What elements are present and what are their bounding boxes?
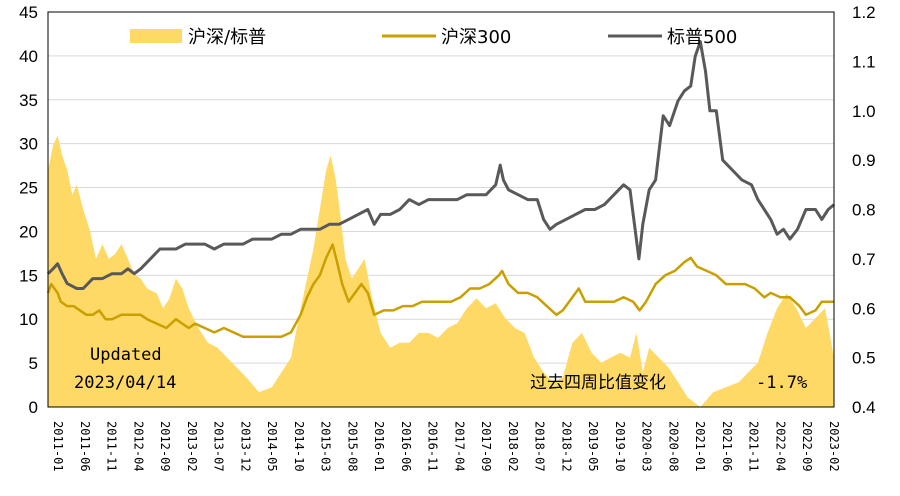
x-tick-label: 2016-06 [399, 421, 413, 472]
x-tick-label: 2019-10 [613, 421, 627, 472]
updated-date: 2023/04/14 [74, 373, 176, 393]
plot-frame [47, 11, 835, 408]
x-tick-label: 2011-11 [105, 421, 119, 472]
x-tick-label: 2013-12 [238, 421, 252, 472]
right-tick-label: 0.5 [852, 349, 876, 368]
x-axis-ticks: 2011-01 2011-06 2011-11 2012-04 2012-09 2013-… [51, 421, 841, 472]
right-tick-label: 1.0 [852, 102, 876, 121]
x-tick-label: 2021-01 [693, 421, 707, 472]
x-tick-label: 2012-04 [131, 421, 145, 472]
x-tick-label: 2011-06 [78, 421, 92, 472]
x-tick-label: 2015-03 [319, 421, 333, 472]
x-tick-label: 2015-08 [345, 421, 359, 472]
x-tick-label: 2018-02 [506, 421, 520, 472]
updated-label: Updated [90, 345, 162, 365]
right-tick-label: 0.6 [852, 299, 876, 318]
x-tick-label: 2013-02 [185, 421, 199, 472]
left-tick-label: 10 [19, 310, 38, 329]
x-tick-label: 2011-01 [51, 421, 65, 472]
right-tick-label: 1.2 [852, 3, 876, 22]
series-line-csi300 [46, 243, 834, 339]
change-value: -1.7% [756, 373, 807, 393]
left-axis-ticks: 0 5 10 15 20 25 30 35 40 45 [19, 3, 38, 417]
x-tick-label: 2016-01 [372, 421, 386, 472]
right-tick-label: 0.7 [852, 250, 876, 269]
x-tick-label: 2020-08 [666, 421, 680, 472]
change-label: 过去四周比值变化 [530, 373, 666, 393]
right-axis-ticks: 0.4 0.5 0.6 0.7 0.8 0.9 1.0 1.1 1.2 [852, 3, 876, 417]
right-tick-label: 0.4 [852, 398, 876, 417]
legend: 沪深/标普 沪深300 标普500 [130, 27, 737, 48]
left-tick-label: 30 [19, 135, 38, 154]
right-tick-label: 0.9 [852, 151, 876, 170]
legend-label-sp500: 标普500 [667, 27, 737, 48]
x-tick-label: 2021-11 [747, 421, 761, 472]
x-tick-label: 2018-07 [533, 421, 547, 472]
left-tick-label: 35 [19, 91, 38, 110]
left-tick-label: 45 [19, 3, 38, 22]
left-tick-label: 40 [19, 47, 38, 66]
left-tick-label: 15 [19, 266, 38, 285]
legend-label-csi300: 沪深300 [441, 27, 511, 48]
legend-swatch-ratio [130, 29, 182, 43]
line-series-layer [46, 40, 835, 339]
left-tick-label: 20 [19, 222, 38, 241]
x-tick-label: 2017-09 [479, 421, 493, 472]
x-tick-label: 2021-06 [720, 421, 734, 472]
right-tick-label: 1.1 [852, 52, 876, 71]
legend-label-ratio: 沪深/标普 [188, 27, 266, 48]
x-tick-label: 2018-12 [559, 421, 573, 472]
x-tick-label: 2019-05 [586, 421, 600, 472]
ratio-area-layer [48, 135, 834, 407]
x-tick-label: 2016-11 [426, 421, 440, 472]
right-tick-label: 0.8 [852, 201, 876, 220]
x-tick-label: 2014-05 [265, 421, 279, 472]
x-tick-label: 2012-09 [158, 421, 172, 472]
x-tick-label: 2022-09 [800, 421, 814, 472]
series-line-sp500 [46, 40, 835, 290]
x-tick-label: 2017-04 [452, 421, 466, 472]
x-tick-label: 2023-02 [827, 421, 841, 472]
x-tick-label: 2022-04 [773, 421, 787, 472]
left-tick-label: 0 [29, 398, 38, 417]
left-tick-label: 25 [19, 179, 38, 198]
x-tick-label: 2020-03 [640, 421, 654, 472]
x-tick-label: 2014-10 [292, 421, 306, 472]
series-area-ratio [48, 135, 834, 407]
left-tick-label: 5 [29, 354, 38, 373]
x-tick-label: 2013-07 [212, 421, 226, 472]
